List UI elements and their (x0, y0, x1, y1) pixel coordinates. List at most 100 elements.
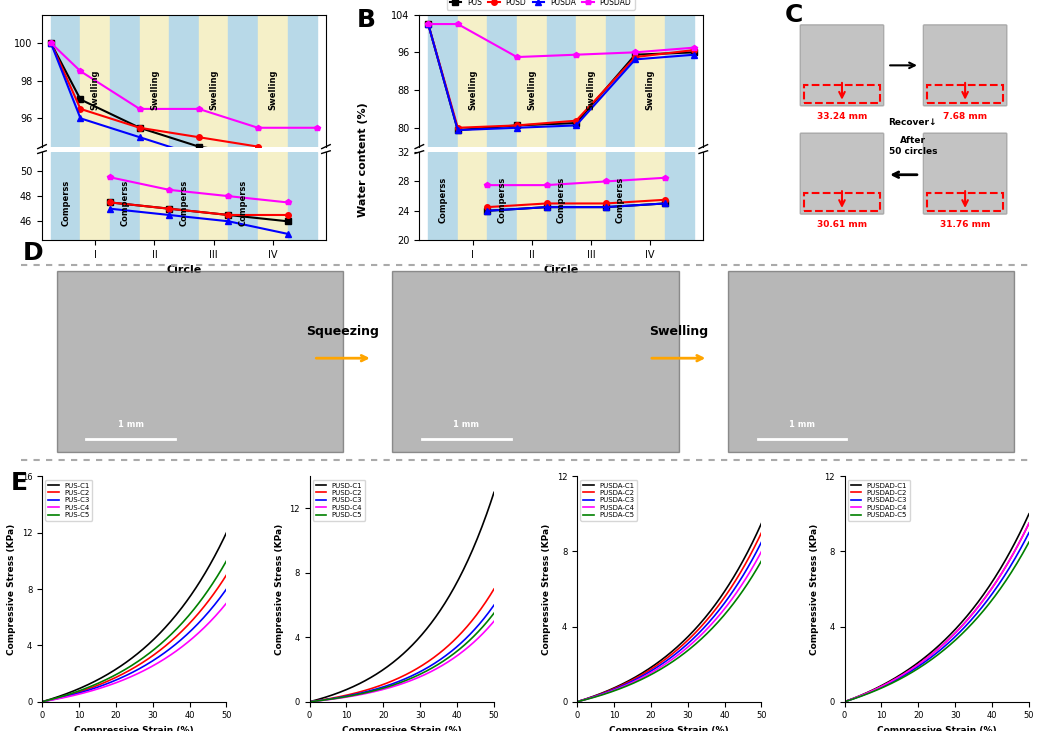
PUSDAD-C4 (849, 693, 862, 702)
PUSD-C4 (303, 697, 316, 706)
Text: C: C (785, 4, 803, 27)
Text: Comperss: Comperss (498, 177, 507, 223)
PUSDAD-C4 (838, 697, 851, 706)
Text: Comperss: Comperss (616, 177, 625, 223)
PUSDAD-C3 (887, 677, 900, 686)
Line: PUS-C2: PUS-C2 (42, 575, 227, 702)
Text: 33.24 mm: 33.24 mm (817, 112, 867, 121)
PUSD-C3 (337, 692, 350, 701)
Text: Swelling: Swelling (649, 325, 708, 338)
PUSDA-C2 (739, 559, 752, 568)
Bar (50, 152, 81, 240)
Text: Comperss: Comperss (61, 179, 70, 226)
Bar (576, 152, 606, 240)
Bar (576, 15, 606, 147)
PUSDA-C1 (739, 551, 752, 560)
PUSDAD-C3 (1007, 557, 1020, 566)
FancyBboxPatch shape (800, 133, 884, 214)
PUSDA-C4 (605, 687, 617, 696)
Text: Swelling: Swelling (646, 69, 654, 110)
FancyBboxPatch shape (923, 133, 1007, 214)
PUS-C5 (36, 697, 48, 706)
PUSD-C1 (353, 680, 365, 689)
PUSD-C2 (314, 696, 327, 705)
Bar (458, 15, 487, 147)
PUS-C3 (211, 597, 224, 606)
Bar (50, 15, 81, 147)
X-axis label: Circle: Circle (166, 265, 202, 276)
Text: Swelling: Swelling (468, 69, 477, 110)
PUS-C5 (211, 572, 224, 581)
X-axis label: Compressive Strain (%): Compressive Strain (%) (75, 726, 194, 731)
Line: PUSDAD-C2: PUSDAD-C2 (844, 523, 1029, 702)
PUSD-C2 (471, 608, 484, 617)
PUSDAD-C4 (873, 683, 885, 692)
PUSDA-C2 (746, 547, 758, 556)
PUSDA-C4 (571, 697, 584, 706)
PUSD-C2 (337, 692, 350, 700)
Bar (81, 152, 110, 240)
PUSDA-C4 (579, 695, 591, 704)
Bar (228, 152, 258, 240)
PUS-C1 (43, 695, 56, 704)
Line: PUS-C1: PUS-C1 (42, 533, 227, 702)
Line: PUS-C3: PUS-C3 (42, 589, 227, 702)
PUSD-C5 (353, 690, 365, 699)
PUSDAD-C5 (838, 697, 851, 706)
PUSDA-C2 (571, 697, 584, 706)
PUSDA-C4 (755, 547, 768, 556)
PUSDAD-C5 (1013, 554, 1026, 563)
PUSDA-C1 (605, 685, 617, 694)
Bar (803, 193, 880, 211)
PUSDAD-C3 (1013, 546, 1026, 555)
Line: PUSDAD-C1: PUSDAD-C1 (844, 514, 1029, 702)
Line: PUS-C5: PUS-C5 (42, 561, 227, 702)
Line: PUSDAD-C3: PUSDAD-C3 (844, 533, 1029, 702)
Bar (428, 152, 458, 240)
Y-axis label: Compressive Stress (KPa): Compressive Stress (KPa) (810, 523, 819, 655)
Text: 31.76 mm: 31.76 mm (940, 220, 990, 229)
Bar (487, 15, 517, 147)
PUSD-C4 (471, 634, 484, 643)
X-axis label: Compressive Strain (%): Compressive Strain (%) (877, 726, 996, 731)
Bar (803, 85, 880, 102)
PUSDAD-C1 (849, 693, 862, 702)
PUSDAD-C1 (1007, 542, 1020, 550)
PUSDAD-C5 (887, 678, 900, 686)
Text: 7.68 mm: 7.68 mm (943, 112, 987, 121)
PUS-C4 (43, 696, 56, 705)
PUSD-C2 (479, 599, 491, 608)
FancyBboxPatch shape (923, 25, 1007, 106)
PUSD-C2 (311, 697, 323, 705)
Bar (927, 193, 1004, 211)
PUS-C3 (47, 695, 60, 704)
PUSD-C1 (487, 488, 500, 497)
Text: 30.61 mm: 30.61 mm (817, 220, 867, 229)
PUSD-C3 (311, 697, 323, 705)
Text: Comperss: Comperss (238, 179, 248, 226)
PUSDA-C2 (605, 686, 617, 694)
PUS-C4 (70, 690, 83, 699)
Text: After
50 circles: After 50 circles (888, 137, 937, 156)
PUS-C2 (70, 689, 83, 697)
PUSD-C1 (471, 532, 484, 541)
PUS-C3 (43, 696, 56, 705)
Text: Comperss: Comperss (121, 179, 129, 226)
PUSDA-C2 (620, 679, 632, 688)
PUSDA-C5 (746, 572, 758, 581)
PUSD-C1 (314, 694, 327, 703)
PUS-C5 (85, 682, 98, 691)
PUSDA-C3 (579, 695, 591, 704)
Legend: PUSD-C1, PUSD-C2, PUSD-C3, PUSD-C4, PUSD-C5: PUSD-C1, PUSD-C2, PUSD-C3, PUSD-C4, PUSD… (313, 480, 365, 521)
PUSD-C4 (314, 696, 327, 705)
Line: PUSD-C5: PUSD-C5 (310, 613, 494, 702)
Line: PUSDAD-C4: PUSDAD-C4 (844, 523, 1029, 702)
Bar (110, 152, 140, 240)
X-axis label: Compressive Strain (%): Compressive Strain (%) (342, 726, 462, 731)
PUSDA-C1 (620, 678, 632, 686)
Bar (258, 152, 288, 240)
PUSDAD-C5 (845, 695, 858, 704)
PUSDAD-C1 (1013, 529, 1026, 538)
PUSDAD-C3 (1023, 529, 1035, 537)
PUSD-C1 (303, 697, 316, 706)
